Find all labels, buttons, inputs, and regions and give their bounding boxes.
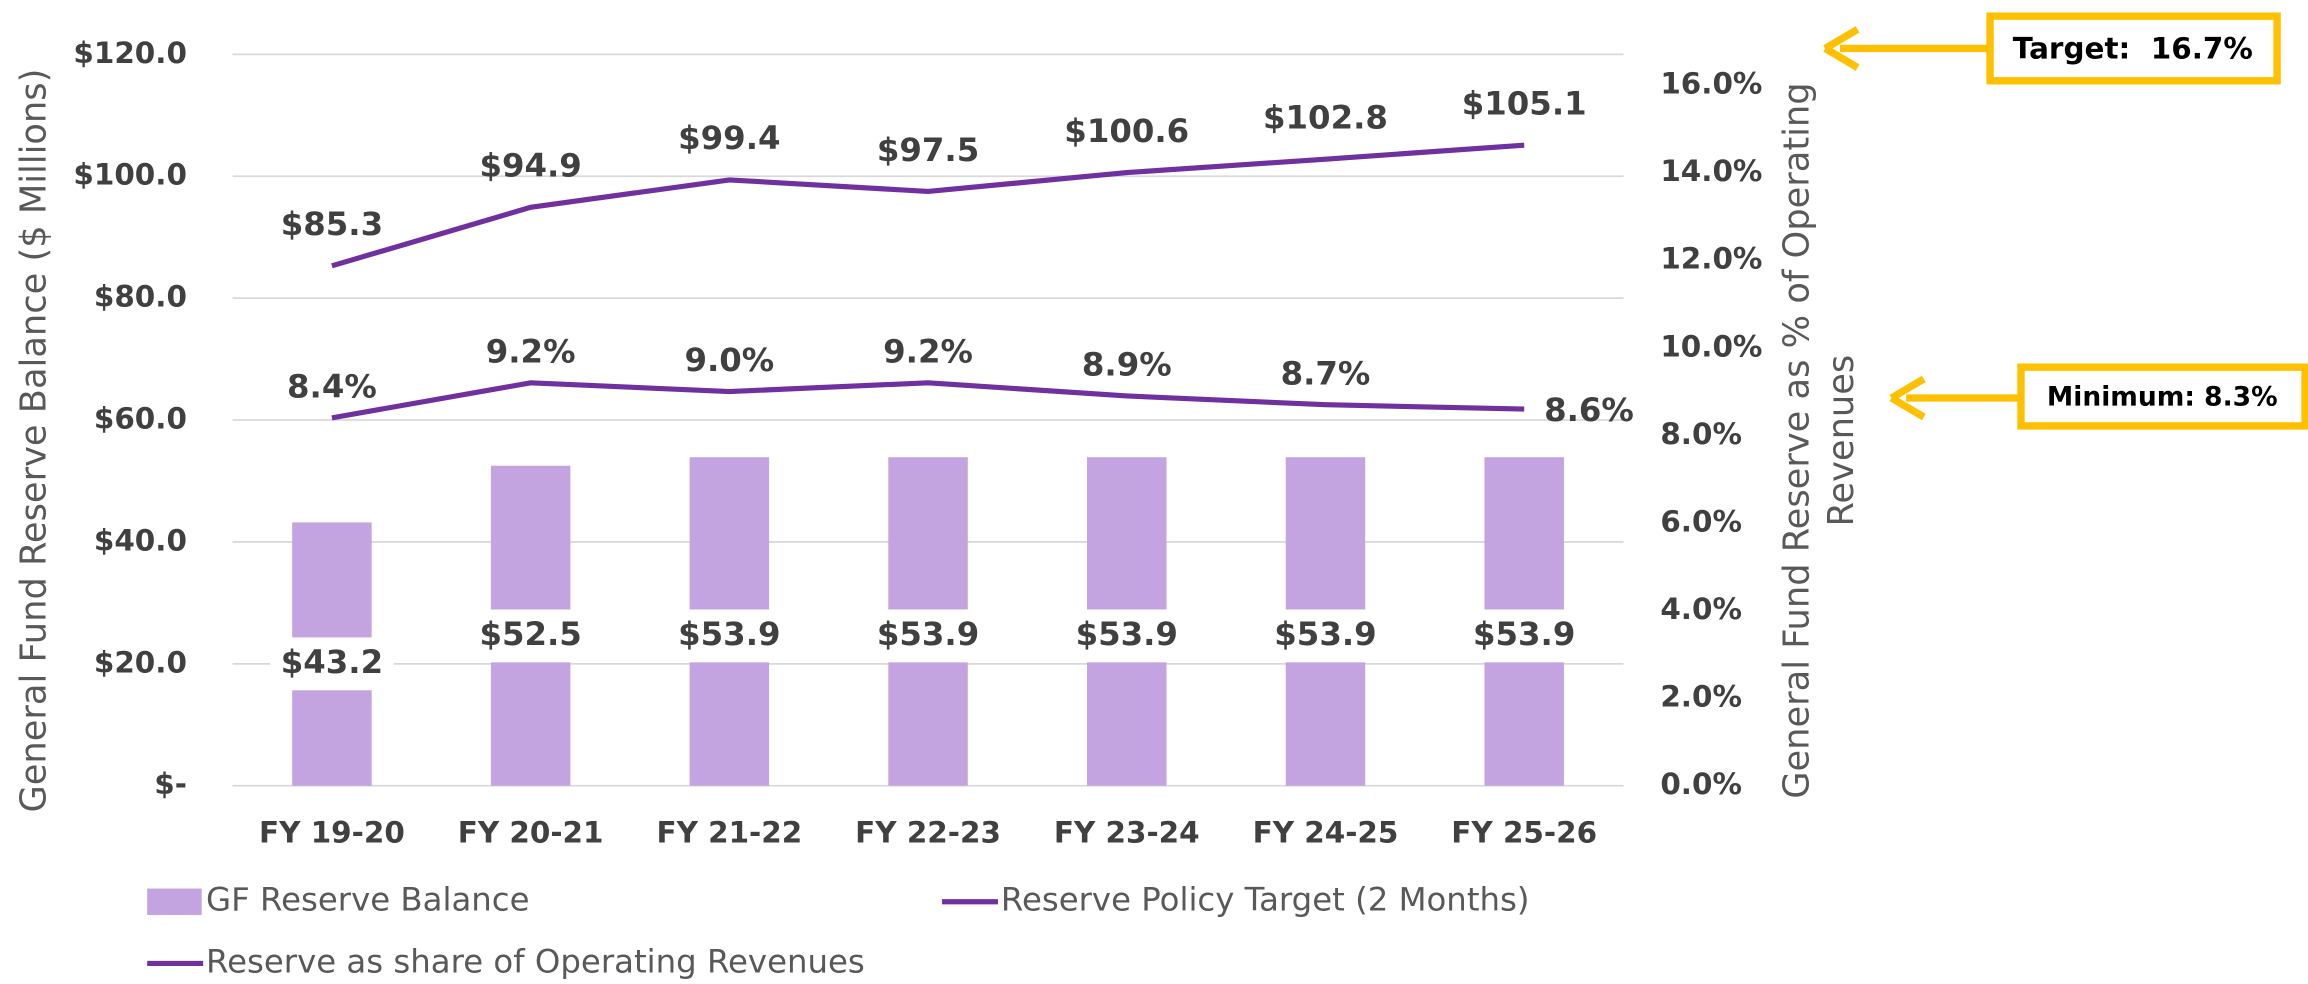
- y2-tick-label: 8.0%: [1660, 417, 1742, 451]
- data-label: $100.6: [1064, 112, 1189, 150]
- data-label: $53.9: [1274, 615, 1376, 653]
- data-label-bg: [468, 609, 593, 663]
- target-arrow-head: [1823, 26, 1860, 71]
- y-tick-label: $100.0: [73, 158, 187, 192]
- data-label: 8.7%: [1281, 354, 1371, 392]
- y-tick-label: $-: [154, 767, 187, 801]
- x-tick-label: FY 25-26: [1451, 816, 1597, 850]
- minimum-arrow-head: [1889, 375, 1926, 421]
- data-label-bg: [1064, 609, 1189, 663]
- data-label: $53.9: [1473, 615, 1575, 653]
- y-axis-title: General Fund Reserve Balance ($ Millions…: [13, 69, 54, 813]
- y2-axis-title: Revenues: [1821, 355, 1862, 527]
- y2-tick-label: 14.0%: [1660, 154, 1762, 188]
- data-label: $85.3: [281, 205, 383, 243]
- legend-swatch: [147, 888, 202, 915]
- y2-tick-label: 12.0%: [1660, 242, 1762, 276]
- y-tick-label: $20.0: [94, 645, 187, 679]
- y2-tick-label: 16.0%: [1660, 67, 1762, 101]
- line: [331, 142, 1525, 269]
- minimum-box: [2017, 363, 2308, 430]
- data-label-bg: [1263, 609, 1388, 663]
- data-label: $53.9: [678, 615, 780, 653]
- data-label: $52.5: [479, 615, 581, 653]
- x-tick-label: FY 22-23: [855, 816, 1001, 850]
- line: [331, 380, 1525, 421]
- data-label: $53.9: [877, 615, 979, 653]
- y2-tick-label: 0.0%: [1660, 767, 1742, 801]
- y-tick-label: $40.0: [94, 523, 187, 557]
- data-label: $97.5: [877, 131, 979, 169]
- x-tick-label: FY 19-20: [259, 816, 405, 850]
- data-label: $43.2: [281, 643, 383, 681]
- y2-tick-label: 6.0%: [1660, 504, 1742, 538]
- y-tick-label: $120.0: [73, 36, 187, 70]
- y2-tick-label: 2.0%: [1660, 680, 1742, 714]
- data-label-bg: [1462, 609, 1587, 663]
- target-box: [1986, 12, 2281, 85]
- data-label-bg: [270, 637, 394, 691]
- data-label: $102.8: [1263, 99, 1388, 137]
- target-annotation: Target: 16.7%: [2013, 31, 2253, 65]
- data-label: 9.0%: [684, 341, 774, 379]
- data-label-bg: [866, 609, 990, 663]
- data-label: 8.9%: [1082, 346, 1172, 384]
- data-label: $99.4: [678, 119, 780, 157]
- x-tick-label: FY 20-21: [458, 816, 604, 850]
- y2-axis-title: General Fund Reserve as % of Operating: [1777, 82, 1818, 798]
- x-tick-label: FY 21-22: [656, 816, 802, 850]
- data-label: 8.4%: [287, 367, 377, 405]
- y-tick-label: $60.0: [94, 402, 187, 436]
- legend-label: Reserve Policy Target (2 Months): [1001, 881, 1530, 919]
- data-label: 9.2%: [883, 332, 973, 370]
- data-label: 9.2%: [486, 332, 576, 370]
- data-label: $94.9: [479, 147, 581, 185]
- data-label: $105.1: [1462, 85, 1587, 123]
- data-label: $53.9: [1076, 615, 1178, 653]
- data-label: 8.6%: [1544, 391, 1634, 429]
- x-tick-label: FY 24-25: [1253, 816, 1399, 850]
- minimum-annotation: Minimum: 8.3%: [2047, 382, 2278, 413]
- legend-label: GF Reserve Balance: [206, 881, 529, 919]
- y2-tick-label: 10.0%: [1660, 329, 1762, 363]
- x-tick-label: FY 23-24: [1054, 816, 1200, 850]
- y-tick-label: $80.0: [94, 280, 187, 314]
- data-label-bg: [667, 609, 792, 663]
- y2-tick-label: 4.0%: [1660, 592, 1742, 626]
- legend-label: Reserve as share of Operating Revenues: [206, 942, 865, 980]
